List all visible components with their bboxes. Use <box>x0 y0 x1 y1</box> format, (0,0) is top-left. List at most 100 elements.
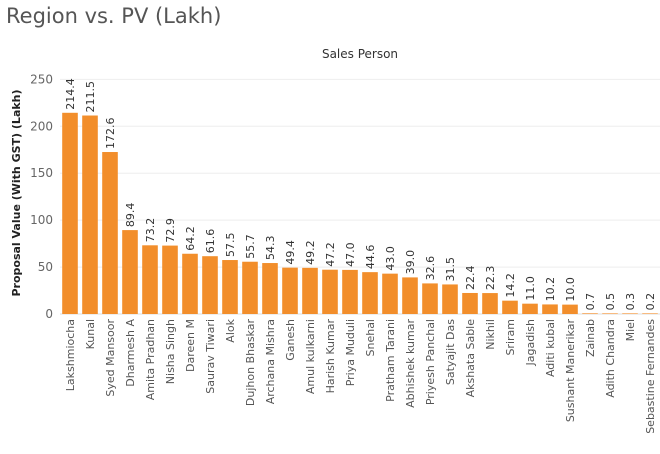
x-tick-label: Satyajit Das <box>444 319 457 385</box>
data-label: 55.7 <box>244 234 257 259</box>
bar <box>462 292 478 314</box>
x-tick-label: Snehal <box>364 319 377 357</box>
x-tick-label: Akshata Sable <box>464 319 477 398</box>
x-tick-label: Saurav Tiwari <box>204 319 217 394</box>
data-label: 89.4 <box>124 203 137 228</box>
bar <box>342 269 358 314</box>
data-label: 61.6 <box>204 229 217 254</box>
bar <box>262 263 278 314</box>
x-axis-category-labels: Lakshmiocha Kunal Syed Mansoor Dharmesh A Am… <box>64 318 657 433</box>
y-tick-label: 50 <box>38 260 53 274</box>
page-title: Region vs. PV (Lakh) <box>6 4 222 28</box>
x-tick-label: Aditi kubal <box>544 319 557 377</box>
x-tick-label: Nikhil <box>484 319 497 350</box>
gridlines <box>60 78 660 315</box>
y-tick-label: 0 <box>45 307 53 321</box>
data-label: 49.2 <box>304 240 317 265</box>
data-label: 57.5 <box>224 233 237 258</box>
bar <box>202 256 218 314</box>
x-tick-label: Amul kulkarni <box>304 319 317 394</box>
bar <box>162 245 178 314</box>
x-tick-label: Abhishek kumar <box>404 319 417 408</box>
bar <box>62 112 78 314</box>
data-labels: 214.4 211.5 172.6 89.4 73.2 72.9 64.2 61.6 57.5 5… <box>64 78 657 310</box>
x-tick-label: Sushant Manerikar <box>564 319 577 423</box>
bar <box>222 260 238 314</box>
bar <box>562 304 578 314</box>
data-label: 32.6 <box>424 256 437 281</box>
bar <box>362 272 378 314</box>
data-label: 31.5 <box>444 257 457 282</box>
data-label: 73.2 <box>144 218 157 243</box>
y-tick-label: 200 <box>30 119 53 133</box>
y-tick-label: 250 <box>30 72 53 86</box>
data-label: 14.2 <box>504 273 517 298</box>
bar <box>422 283 438 314</box>
x-tick-label: Dareen M <box>184 319 197 372</box>
bar <box>142 245 158 314</box>
bar <box>102 152 118 314</box>
bar <box>602 313 618 314</box>
bar <box>242 261 258 314</box>
data-label: 0.7 <box>584 293 597 311</box>
bar <box>582 313 598 314</box>
bar <box>482 293 498 314</box>
x-tick-label: Harish Kumar <box>324 319 337 394</box>
data-label: 47.0 <box>344 242 357 267</box>
x-tick-label: Jagadish <box>524 319 537 366</box>
chart-header: Sales Person <box>322 47 398 61</box>
x-tick-label: Zainab <box>584 319 597 357</box>
y-axis-label: Proposal Value (With GST) (Lakh) <box>10 89 23 296</box>
data-label: 72.9 <box>164 218 177 243</box>
y-tick-label: 150 <box>30 166 53 180</box>
data-label: 10.0 <box>564 277 577 302</box>
data-label: 0.2 <box>644 293 657 311</box>
data-label: 0.3 <box>624 293 637 311</box>
x-tick-label: Sriram <box>504 319 517 356</box>
data-label: 172.6 <box>104 118 117 150</box>
y-tick-label: 100 <box>30 213 53 227</box>
x-tick-label: Archana Mishra <box>264 319 277 404</box>
bar <box>182 253 198 314</box>
bar <box>642 313 658 314</box>
data-label: 64.2 <box>184 226 197 251</box>
bar <box>282 267 298 314</box>
bar <box>82 115 98 314</box>
bar <box>522 303 538 314</box>
x-tick-label: Sebastine Fernandes <box>644 319 657 434</box>
x-tick-label: Dujhon Bhaskar <box>244 319 257 407</box>
x-tick-label: Ganesh <box>284 319 297 361</box>
data-label: 214.4 <box>64 78 77 110</box>
x-tick-label: Kunal <box>84 319 97 349</box>
x-tick-label: Lakshmiocha <box>64 319 77 391</box>
data-label: 11.0 <box>524 276 537 301</box>
x-tick-label: Adith Chandra <box>604 319 617 398</box>
x-tick-label: Dharmesh A <box>124 319 137 387</box>
data-label: 54.3 <box>264 236 277 261</box>
data-label: 43.0 <box>384 246 397 271</box>
x-tick-label: Syed Mansoor <box>104 319 117 397</box>
bar <box>322 269 338 314</box>
data-label: 47.2 <box>324 242 337 267</box>
data-label: 211.5 <box>84 81 97 113</box>
x-tick-label: Miel <box>624 319 637 341</box>
x-tick-label: Pratham Tarani <box>384 319 397 402</box>
data-label: 39.0 <box>404 250 417 275</box>
bar <box>122 230 138 314</box>
bars <box>62 112 658 314</box>
x-tick-label: Priyesh Panchal <box>424 319 437 405</box>
x-tick-label: Alok <box>224 318 237 342</box>
data-label: 49.4 <box>284 240 297 265</box>
data-label: 22.3 <box>484 266 497 291</box>
y-axis: 0 50 100 150 200 250 <box>30 72 53 321</box>
bar <box>622 313 638 314</box>
data-label: 0.5 <box>604 293 617 311</box>
x-tick-label: Amita Pradhan <box>144 319 157 400</box>
x-tick-label: Nisha Singh <box>164 319 177 384</box>
data-label: 22.4 <box>464 265 477 290</box>
bar <box>302 267 318 314</box>
bar <box>442 284 458 314</box>
bar <box>542 304 558 314</box>
data-label: 10.2 <box>544 277 557 302</box>
